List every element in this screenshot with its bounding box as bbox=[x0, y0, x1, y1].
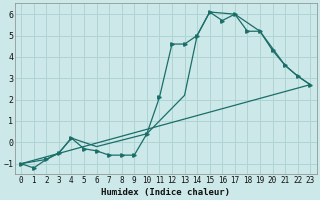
X-axis label: Humidex (Indice chaleur): Humidex (Indice chaleur) bbox=[101, 188, 230, 197]
